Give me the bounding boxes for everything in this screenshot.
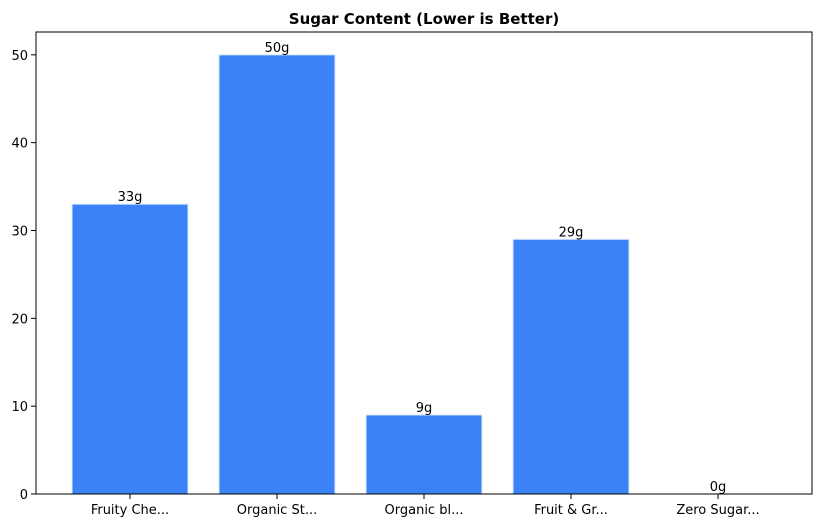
x-tick-label: Fruit & Gr...: [534, 503, 608, 518]
bar: [365, 414, 483, 495]
y-tick-label: 0: [20, 488, 28, 503]
value-label: 9g: [416, 401, 433, 416]
bar: [71, 203, 189, 495]
x-tick-label: Zero Sugar...: [676, 503, 759, 518]
value-label: 33g: [118, 190, 143, 205]
value-label: 29g: [559, 225, 584, 240]
x-tick-label: Organic bl...: [385, 503, 464, 518]
y-tick-label: 40: [11, 137, 28, 152]
x-tick-label: Organic St...: [237, 503, 317, 518]
y-tick-label: 50: [11, 49, 28, 64]
bar: [218, 54, 336, 495]
x-tick-label: Fruity Che...: [91, 503, 169, 518]
value-label: 50g: [265, 41, 290, 56]
bar: [512, 238, 630, 495]
y-tick-label: 10: [11, 400, 28, 415]
chart-title: Sugar Content (Lower is Better): [289, 10, 559, 28]
y-tick-label: 30: [11, 225, 28, 240]
value-label: 0g: [710, 480, 727, 495]
plot-frame: [35, 31, 813, 495]
y-tick-label: 20: [11, 312, 28, 327]
